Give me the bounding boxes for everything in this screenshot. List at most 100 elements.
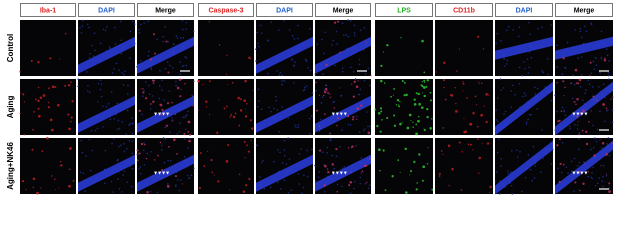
nucleus xyxy=(92,55,95,58)
nucleus xyxy=(314,73,317,75)
nucleus xyxy=(607,137,610,139)
nucleus xyxy=(510,184,513,187)
nucleus xyxy=(505,29,508,32)
signal-spot xyxy=(426,79,430,82)
nucleus xyxy=(278,130,281,133)
nucleus xyxy=(85,155,87,157)
nucleus xyxy=(496,171,498,174)
signal-spot xyxy=(167,145,170,148)
nucleus xyxy=(608,60,610,62)
signal-spot xyxy=(475,104,478,106)
signal-spot xyxy=(478,82,481,84)
signal-spot xyxy=(422,165,426,169)
nucleus xyxy=(541,26,543,29)
signal-spot xyxy=(49,57,52,60)
nucleus xyxy=(349,124,352,126)
nucleus xyxy=(285,163,288,165)
arrowhead xyxy=(162,171,166,175)
nucleus xyxy=(364,128,366,130)
nucleus xyxy=(606,143,609,145)
nucleus xyxy=(504,110,507,113)
signal-spot xyxy=(380,64,383,67)
signal-spot xyxy=(429,126,432,130)
nucleus xyxy=(113,118,116,120)
nucleus xyxy=(600,56,603,59)
signal-spot xyxy=(149,58,153,61)
nucleus xyxy=(503,65,506,67)
signal-spot xyxy=(21,179,25,183)
nucleus xyxy=(302,186,305,189)
nucleus xyxy=(502,58,505,60)
signal-spot xyxy=(234,112,237,115)
signal-spot xyxy=(225,105,228,108)
signal-spot xyxy=(577,82,580,85)
nucleus xyxy=(294,124,296,127)
nucleus xyxy=(569,128,572,130)
signal-spot xyxy=(41,150,44,153)
nucleus xyxy=(187,147,189,150)
nucleus xyxy=(323,52,325,55)
signal-spot xyxy=(140,142,144,146)
signal-spot xyxy=(37,60,40,64)
nucleus xyxy=(516,156,519,158)
nucleus xyxy=(496,97,499,100)
signal-spot xyxy=(353,80,356,84)
microscopy-panel xyxy=(435,79,493,135)
nucleus xyxy=(369,125,371,128)
signal-spot xyxy=(461,150,464,153)
nucleus xyxy=(540,129,543,131)
signal-spot xyxy=(339,51,341,54)
signal-spot xyxy=(174,113,177,116)
signal-spot xyxy=(578,133,580,136)
signal-spot xyxy=(245,108,247,110)
nucleus xyxy=(534,93,536,95)
nucleus xyxy=(591,86,594,88)
signal-spot xyxy=(423,71,426,74)
nucleus xyxy=(573,190,575,192)
signal-spot xyxy=(367,131,371,134)
nucleus xyxy=(602,164,605,167)
signal-spot xyxy=(152,33,156,36)
signal-spot xyxy=(229,189,231,191)
signal-spot xyxy=(401,79,404,83)
arrowhead xyxy=(162,112,166,116)
nucleus xyxy=(171,66,174,69)
nucleus xyxy=(495,119,498,121)
signal-spot xyxy=(20,92,22,94)
signal-spot xyxy=(187,131,190,133)
nucleus xyxy=(358,58,361,61)
signal-spot xyxy=(244,79,247,83)
signal-spot xyxy=(463,118,465,120)
nucleus xyxy=(527,118,529,121)
signal-spot xyxy=(322,94,325,97)
nucleus xyxy=(91,44,93,47)
signal-spot xyxy=(378,111,381,115)
signal-spot xyxy=(382,149,385,152)
nucleus xyxy=(561,106,564,109)
signal-spot xyxy=(50,175,53,177)
signal-spot xyxy=(47,101,50,104)
signal-spot xyxy=(59,165,61,167)
signal-spot xyxy=(426,115,429,119)
signal-spot xyxy=(352,115,355,119)
nucleus xyxy=(124,70,126,73)
nucleus xyxy=(349,20,352,22)
signal-spot xyxy=(39,96,43,100)
signal-spot xyxy=(351,118,355,121)
column-header: Merge xyxy=(574,7,595,14)
nucleus xyxy=(87,90,89,92)
signal-spot xyxy=(173,138,176,142)
signal-spot xyxy=(423,129,426,132)
nucleus xyxy=(529,168,532,171)
nucleus xyxy=(507,172,510,175)
signal-spot xyxy=(152,100,155,103)
nucleus xyxy=(518,66,521,69)
nucleus xyxy=(336,43,338,45)
signal-spot xyxy=(205,100,208,103)
nucleus xyxy=(123,170,126,172)
signal-spot xyxy=(326,168,329,170)
nucleus xyxy=(136,153,139,156)
nucleus xyxy=(519,150,521,153)
nucleus xyxy=(111,142,113,145)
nucleus xyxy=(169,131,171,134)
